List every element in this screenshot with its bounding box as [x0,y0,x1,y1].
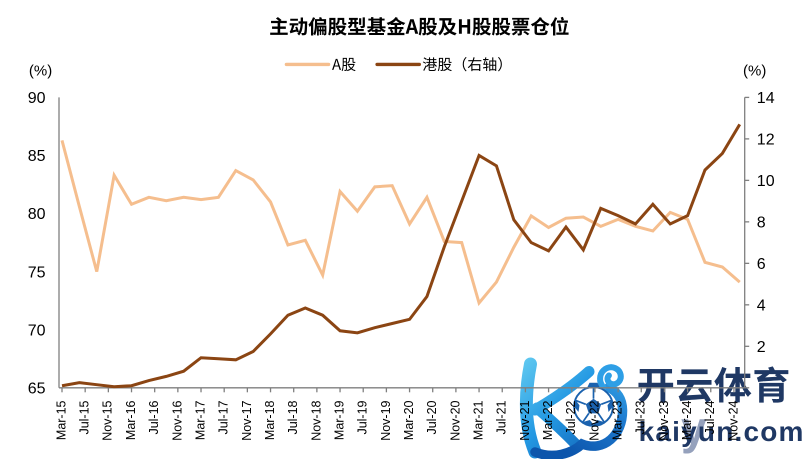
x-axis-tick-label: Jul-21 [495,400,509,434]
watermark-domain-text: kaiyun.com [639,416,805,447]
x-axis-tick-label: Nov-24 [726,400,740,440]
legend [284,57,502,72]
x-axis-tick-label: Mar-24 [680,400,694,440]
x-axis-tick-label: Nov-17 [240,400,254,440]
watermark-k-logo: y [519,357,707,459]
right-axis-tick-label: 12 [757,132,775,149]
x-axis-tick-label: Jul-24 [703,400,717,434]
x-axis-tick-label: Nov-23 [657,400,671,440]
k-tail-swirl [530,382,628,459]
right-axis-tick-label: 14 [757,90,775,107]
left-axis-tick-label: 70 [28,322,46,339]
x-axis-tick-label: Nov-15 [101,400,115,440]
x-axis-tick-label: Mar-17 [193,400,207,440]
x-axis-tick-label: Jul-18 [286,400,300,434]
k-curl [597,364,624,391]
right-axis-tick-label: 10 [757,173,775,190]
x-axis-tick-label: Mar-22 [541,400,555,440]
x-axis-tick-label: Mar-21 [471,400,485,440]
x-axis-tick-label: Jul-20 [425,400,439,434]
x-axis-tick-label: Nov-19 [379,400,393,440]
legend-label-a-share [332,57,356,72]
x-axis-tick-label: Jul-23 [634,400,648,434]
left-axis-tick-label: 90 [28,90,46,107]
left-axis-unit-label: (%) [29,62,52,79]
left-axis-tick-label: 65 [28,380,46,397]
left-axis-tick-label: 75 [28,264,46,281]
x-axis-tick-label: Mar-16 [124,400,138,440]
x-axis-tick-label: Jul-22 [564,400,578,434]
x-axis-tick-label: Jul-17 [217,400,231,434]
right-axis-unit-label: (%) [743,62,766,79]
legend-label-h-share [422,57,502,72]
x-axis-tick-label: Mar-15 [54,400,68,440]
k-stem [519,357,542,459]
chart-title [270,16,569,36]
series-line-a-share [60,139,741,307]
watermark-brand-text [638,366,789,403]
series-line-h-share [61,123,742,389]
left-axis-tick-label: 80 [28,206,46,223]
x-axis-tick-label: Mar-18 [263,400,277,440]
watermark-flourish: y [681,402,707,454]
watermark-soccer-ball [573,382,614,427]
x-axis-tick-label: Mar-23 [610,400,624,440]
x-axis-tick-label: Nov-16 [170,400,184,440]
right-axis-tick-label: 8 [757,215,766,232]
x-axis-tick-label: Nov-20 [448,400,462,440]
right-axis-tick-label: 4 [757,298,766,315]
x-axis-tick-label: Nov-21 [518,400,532,440]
x-axis-tick-label: Mar-20 [402,400,416,440]
right-axis-tick-label: 6 [757,256,766,273]
k-leg [531,402,584,452]
x-axis-tick-label: Jul-19 [356,400,370,434]
x-axis-tick-label: Jul-16 [147,400,161,434]
x-axis-tick-label: Jul-15 [78,400,92,434]
x-axis-tick-label: Mar-19 [332,400,346,440]
right-axis-tick-label: 2 [757,339,766,356]
x-axis-tick-label: Nov-22 [587,400,601,440]
left-axis-tick-label: 85 [28,148,46,165]
x-axis-tick-label: Nov-18 [309,400,323,440]
series-layer [60,123,742,389]
axes-layer: 90 85 80 75 70 65 14 12 10 8 6 4 2 Mar-15 Jul-15 Nov-15… [28,90,775,441]
